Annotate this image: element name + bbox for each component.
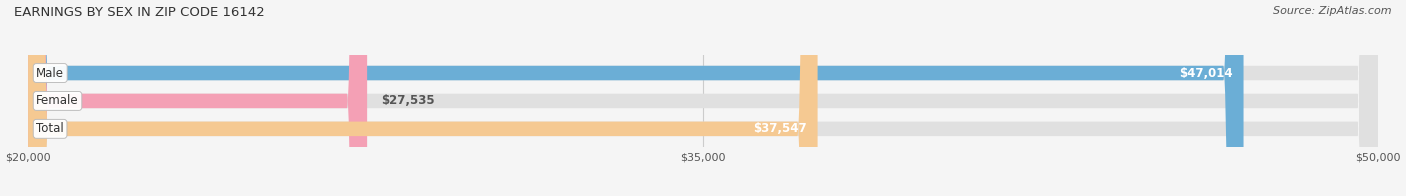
Text: Male: Male — [37, 66, 65, 80]
Text: $47,014: $47,014 — [1180, 66, 1233, 80]
Text: $37,547: $37,547 — [754, 122, 807, 135]
FancyBboxPatch shape — [28, 0, 1243, 196]
Text: Total: Total — [37, 122, 63, 135]
FancyBboxPatch shape — [28, 0, 818, 196]
Text: $27,535: $27,535 — [381, 94, 434, 107]
FancyBboxPatch shape — [28, 0, 367, 196]
Text: EARNINGS BY SEX IN ZIP CODE 16142: EARNINGS BY SEX IN ZIP CODE 16142 — [14, 6, 264, 19]
FancyBboxPatch shape — [28, 0, 1378, 196]
FancyBboxPatch shape — [28, 0, 1378, 196]
Text: Female: Female — [37, 94, 79, 107]
FancyBboxPatch shape — [28, 0, 1378, 196]
Text: Source: ZipAtlas.com: Source: ZipAtlas.com — [1274, 6, 1392, 16]
